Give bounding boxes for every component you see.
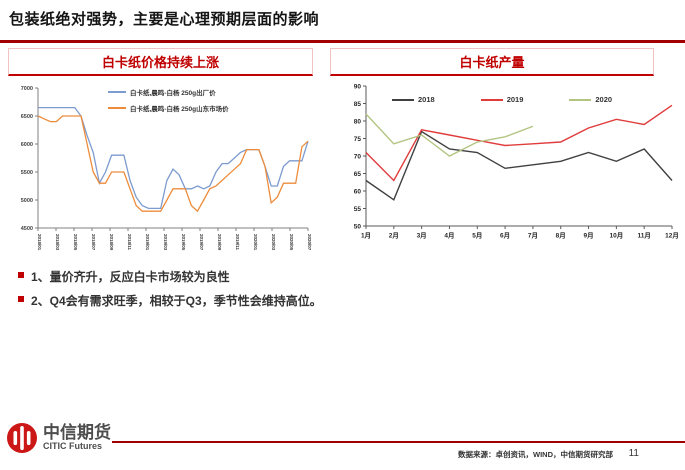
price-chart-canvas: 4500 5000 5500 6000 6500 7000 2018/01 2018/03 20… bbox=[21, 86, 312, 251]
market-price-label: 白卡纸,晨鸣-白杨 250g山东市场价 bbox=[130, 106, 229, 113]
x-tick-label: 4月 bbox=[444, 232, 454, 240]
x-tick-label: 3月 bbox=[417, 232, 427, 240]
series-line-白卡纸,晨鸣-白杨 250g山东市场价 bbox=[37, 115, 309, 213]
x-tick-label: 2020/05 bbox=[289, 234, 294, 251]
legend-item-2018: 2018 bbox=[392, 95, 435, 104]
series-2018-label: 2018 bbox=[418, 95, 435, 104]
y-tick-label: 70 bbox=[354, 153, 362, 160]
x-tick-label: 2019/01 bbox=[145, 234, 150, 251]
citic-logo: 中信期货 CITIC Futures bbox=[6, 422, 111, 454]
legend-item-2020: 2020 bbox=[569, 95, 612, 104]
x-tick-label: 8月 bbox=[556, 232, 566, 240]
series-line-2020 bbox=[365, 113, 534, 157]
bullet-1-text: 1、量价齐升，反应白卡市场较为良性 bbox=[31, 270, 230, 284]
bullet-2: 2、Q4会有需求旺季，相较于Q3，季节性会维持高位。 bbox=[18, 292, 322, 309]
x-tick-label: 2018/01 bbox=[37, 234, 42, 251]
bullet-2-text: 2、Q4会有需求旺季，相较于Q3，季节性会维持高位。 bbox=[31, 294, 322, 308]
market-price-swatch bbox=[108, 107, 126, 109]
y-tick-label: 55 bbox=[354, 206, 362, 213]
x-tick-label: 5月 bbox=[472, 232, 482, 240]
series-2018-swatch bbox=[392, 98, 414, 101]
y-tick-label: 6000 bbox=[21, 142, 33, 148]
y-tick-label: 90 bbox=[354, 83, 362, 90]
x-tick-label: 2019/09 bbox=[217, 234, 222, 251]
series-line-2019 bbox=[365, 104, 673, 182]
x-tick-label: 2018/09 bbox=[109, 234, 114, 251]
series-2020-label: 2020 bbox=[595, 95, 613, 104]
x-tick-label: 2020/07 bbox=[307, 234, 312, 251]
citic-logo-icon bbox=[7, 423, 37, 453]
page-number: 11 bbox=[628, 448, 639, 459]
series-line-白卡纸,晨鸣-白杨 250g出厂价 bbox=[38, 106, 309, 210]
output-chart-canvas: 50 55 60 65 70 75 80 85 90 1月 2月 3月 4月 5月 6月 7月 8月 9月 10月 1… bbox=[354, 83, 679, 240]
series-2019-swatch bbox=[480, 98, 503, 101]
y-tick-label: 5000 bbox=[21, 198, 33, 204]
y-tick-label: 65 bbox=[354, 171, 362, 178]
key-points: 1、量价齐升，反应白卡市场较为良性 2、Q4会有需求旺季，相较于Q3，季节性会维… bbox=[18, 268, 322, 309]
y-tick-label: 75 bbox=[354, 136, 362, 143]
legend-item-factory-price: 白卡纸,晨鸣-白杨 250g出厂价 bbox=[108, 87, 229, 97]
right-chart-header: 白卡纸产量 bbox=[330, 48, 654, 76]
x-tick-label: 2019/07 bbox=[199, 234, 204, 251]
x-tick-label: 2018/11 bbox=[127, 234, 132, 251]
x-tick-label: 11月 bbox=[637, 232, 650, 240]
x-tick-label: 9月 bbox=[583, 232, 593, 240]
factory-price-swatch bbox=[108, 91, 126, 93]
x-tick-label: 2019/05 bbox=[181, 234, 186, 251]
x-tick-label: 2018/07 bbox=[91, 234, 96, 251]
x-tick-label: 12月 bbox=[665, 232, 679, 240]
left-chart-title: 白卡纸价格持续上涨 bbox=[101, 55, 219, 70]
right-chart-title: 白卡纸产量 bbox=[459, 55, 525, 70]
y-tick-label: 4500 bbox=[21, 226, 33, 232]
price-chart: 4500 5000 5500 6000 6500 7000 2018/01 2018/03 20… bbox=[8, 82, 316, 260]
left-chart-header: 白卡纸价格持续上涨 bbox=[8, 48, 313, 76]
y-tick-label: 60 bbox=[354, 188, 362, 195]
y-tick-label: 7000 bbox=[21, 86, 33, 92]
bullet-1: 1、量价齐升，反应白卡市场较为良性 bbox=[18, 268, 322, 285]
title-divider bbox=[0, 40, 685, 43]
data-source-note: 数据来源：卓创资讯，WIND，中信期货研究部 bbox=[458, 450, 613, 459]
page-title: 包装纸绝对强势，主要是心理预期层面的影响 bbox=[9, 11, 320, 28]
y-tick-label: 5500 bbox=[21, 170, 33, 176]
bullet-square-icon bbox=[18, 272, 24, 278]
legend-item-2019: 2019 bbox=[480, 95, 524, 104]
x-tick-label: 6月 bbox=[500, 232, 510, 240]
y-tick-label: 85 bbox=[354, 101, 362, 108]
output-chart: 50 55 60 65 70 75 80 85 90 1月 2月 3月 4月 5月 6月 7月 8月 9月 10月 1… bbox=[340, 82, 684, 248]
x-tick-label: 2020/01 bbox=[253, 234, 258, 251]
x-tick-label: 2月 bbox=[389, 232, 399, 240]
output-chart-legend: 2018 2019 2020 bbox=[392, 95, 612, 104]
price-chart-legend: 白卡纸,晨鸣-白杨 250g出厂价 白卡纸,晨鸣-白杨 250g山东市场价 bbox=[108, 87, 229, 113]
logo-text: 中信期货 CITIC Futures bbox=[43, 424, 111, 451]
logo-name-en: CITIC Futures bbox=[43, 441, 103, 452]
y-tick-label: 50 bbox=[354, 223, 362, 230]
bullet-square-icon bbox=[18, 296, 24, 302]
x-tick-label: 2019/11 bbox=[235, 234, 240, 251]
x-tick-label: 2019/03 bbox=[163, 234, 168, 251]
x-tick-label: 10月 bbox=[609, 232, 623, 240]
x-tick-label: 2018/03 bbox=[55, 234, 60, 251]
series-2019-label: 2019 bbox=[506, 95, 524, 104]
legend-item-market-price: 白卡纸,晨鸣-白杨 250g山东市场价 bbox=[108, 103, 229, 113]
footer-divider bbox=[112, 441, 685, 443]
series-2020-swatch bbox=[569, 98, 592, 101]
y-tick-label: 6500 bbox=[21, 114, 33, 120]
logo-name-cn: 中信期货 bbox=[43, 423, 111, 443]
x-tick-label: 7月 bbox=[528, 232, 538, 240]
x-tick-label: 2018/05 bbox=[73, 234, 78, 251]
y-tick-label: 80 bbox=[354, 118, 362, 125]
x-tick-label: 1月 bbox=[361, 232, 371, 240]
series-line-2018 bbox=[365, 130, 673, 201]
x-tick-label: 2020/03 bbox=[271, 234, 276, 251]
factory-price-label: 白卡纸,晨鸣-白杨 250g出厂价 bbox=[130, 90, 216, 97]
